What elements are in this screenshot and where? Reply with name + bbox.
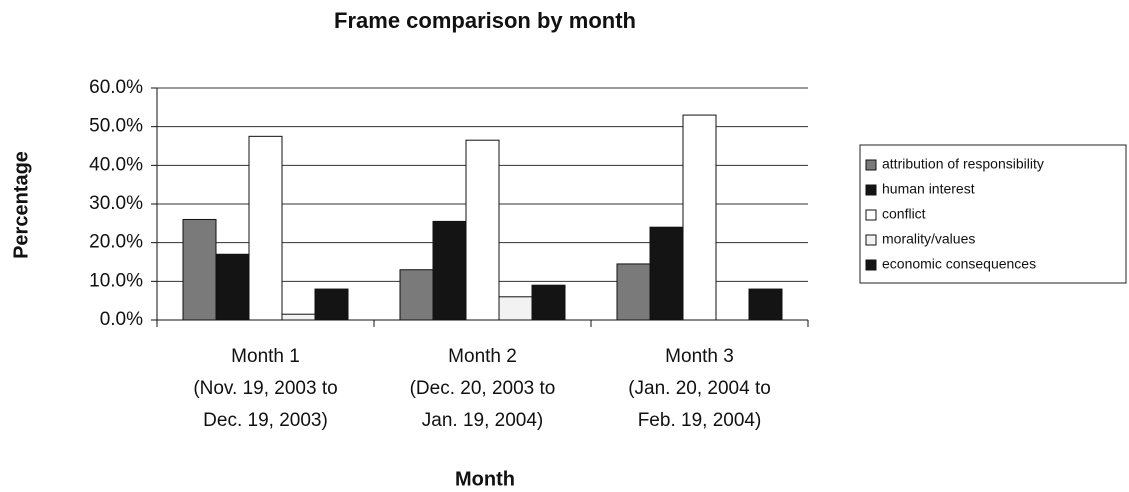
bar [465, 139, 500, 321]
y-tick-label: 50.0% [89, 116, 143, 137]
bar [682, 114, 717, 321]
y-tick-label: 0.0% [100, 309, 143, 330]
legend-swatch [865, 234, 877, 246]
legend-swatch [865, 209, 877, 221]
x-tick-label: (Jan. 20, 2004 to [628, 378, 771, 399]
x-tick-label: Jan. 19, 2004) [422, 410, 543, 431]
y-tick-label: 40.0% [89, 154, 143, 175]
x-tick-label: Dec. 19, 2003) [203, 410, 328, 431]
bar [432, 220, 467, 321]
legend-swatch [865, 184, 877, 196]
bar [616, 263, 651, 321]
legend-swatch [865, 159, 877, 171]
x-tick-label: (Dec. 20, 2003 to [410, 378, 556, 399]
legend-label: economic consequences [882, 256, 1036, 272]
y-tick-label: 30.0% [89, 193, 143, 214]
bar [649, 226, 684, 321]
y-tick-label: 60.0% [89, 77, 143, 98]
legend-box [859, 144, 1127, 284]
y-axis-label: Percentage [10, 151, 32, 259]
bar [215, 253, 250, 321]
legend-label: morality/values [882, 231, 975, 247]
bar [399, 269, 434, 321]
legend-label: human interest [882, 181, 975, 197]
bar [248, 135, 283, 321]
x-tick-label: (Nov. 19, 2003 to [193, 378, 337, 399]
bar [748, 288, 783, 321]
x-axis-label: Month [455, 468, 515, 490]
y-tick-label: 20.0% [89, 232, 143, 253]
x-tick-label: Month 3 [665, 346, 734, 367]
x-tick-label: Feb. 19, 2004) [638, 410, 762, 431]
bar [498, 296, 533, 321]
x-tick-label: Month 1 [231, 346, 300, 367]
legend-label: attribution of responsibility [882, 156, 1044, 172]
legend-label: conflict [882, 206, 926, 222]
chart-title: Frame comparison by month [334, 8, 636, 33]
bar [281, 313, 316, 321]
x-tick-label: Month 2 [448, 346, 517, 367]
y-tick-label: 10.0% [89, 270, 143, 291]
bar [531, 284, 566, 321]
legend-swatch [865, 259, 877, 271]
bar [182, 218, 217, 321]
bar [314, 288, 349, 321]
